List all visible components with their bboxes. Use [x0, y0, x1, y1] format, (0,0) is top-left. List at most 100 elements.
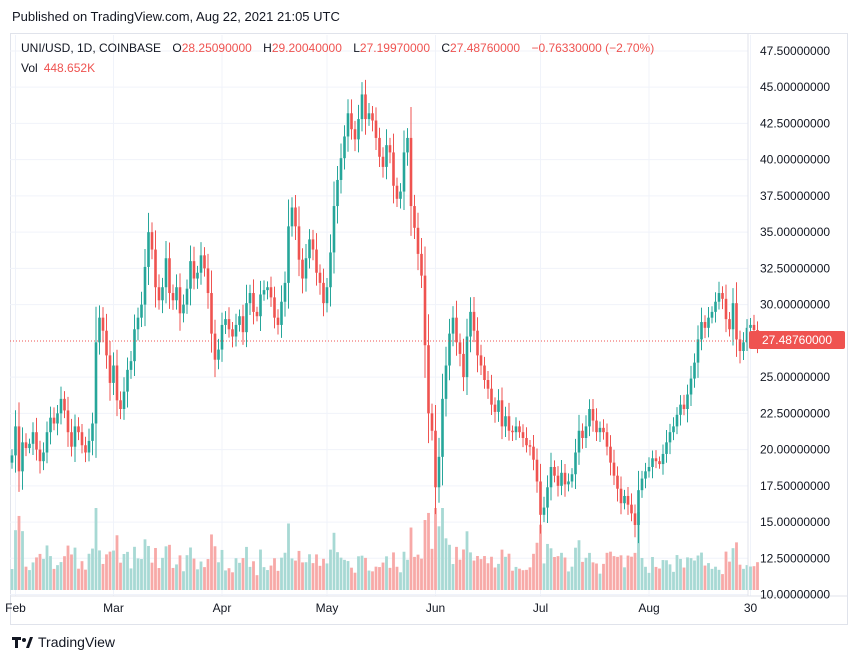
volume-bar	[227, 568, 231, 590]
candle-body	[17, 426, 21, 472]
time-tick-label: Jun	[426, 601, 445, 615]
volume-bar	[56, 565, 59, 590]
candle-body	[752, 324, 756, 330]
candle-body	[640, 478, 644, 491]
high-label: H	[263, 41, 272, 55]
price-tick-label: 35.00000000	[760, 225, 830, 239]
volume-bar	[686, 557, 689, 590]
volume-bar	[14, 530, 17, 590]
volume-bar	[626, 555, 630, 590]
symbol-label[interactable]: UNI/USD, 1D, COINBASE	[21, 41, 162, 55]
volume-bar	[315, 554, 318, 590]
volume-bar	[70, 554, 73, 590]
candle-body	[689, 378, 693, 395]
candle-body	[301, 259, 304, 279]
candle-body	[84, 445, 87, 453]
volume-bar	[129, 568, 133, 590]
candle-body	[437, 456, 441, 488]
candle-body	[518, 426, 521, 433]
volume-bar	[133, 546, 136, 590]
volume-bar	[735, 542, 738, 590]
candle-body	[283, 282, 287, 302]
volume-bar	[434, 508, 437, 590]
candle-body	[115, 365, 119, 401]
volume-bar	[588, 552, 591, 590]
volume-bar	[549, 548, 553, 590]
volume-bar	[430, 548, 434, 590]
candle-body	[164, 258, 168, 288]
volume-bar	[728, 561, 731, 590]
volume-bar	[24, 566, 28, 590]
volume-bar	[38, 553, 42, 590]
volume-bar	[448, 544, 451, 590]
price-tick-label: 25.00000000	[760, 370, 830, 384]
candle-body	[318, 272, 322, 283]
volume-bar	[192, 558, 196, 590]
candle-body	[175, 287, 178, 301]
candle-body	[483, 365, 486, 381]
volume-bar	[724, 551, 728, 590]
candle-body	[28, 443, 31, 449]
candle-body	[423, 275, 427, 346]
candle-body	[623, 495, 626, 504]
volume-bar	[266, 570, 269, 590]
volume-bar	[294, 560, 297, 590]
volume-bar	[486, 563, 490, 590]
volume-bar	[101, 563, 105, 590]
candle-body	[658, 461, 661, 465]
candle-body	[619, 488, 623, 504]
candle-body	[665, 442, 668, 454]
candle-body	[360, 94, 364, 120]
volume-bar	[143, 539, 147, 590]
candle-body	[185, 288, 189, 305]
candle-body	[742, 342, 745, 352]
candle-body	[595, 420, 598, 433]
volume-bar	[602, 563, 605, 590]
tradingview-brand: TradingView	[38, 634, 116, 650]
chart-frame[interactable]	[10, 33, 848, 625]
volume-bar	[136, 558, 140, 590]
volume-bar	[353, 572, 357, 590]
close-value: 27.48760000	[450, 41, 521, 55]
volume-bar	[717, 569, 721, 590]
price-tick-label: 22.50000000	[760, 406, 830, 420]
candle-body	[199, 255, 203, 273]
volume-bar	[479, 559, 483, 590]
volume-bar	[679, 558, 682, 590]
volume-bar	[203, 567, 206, 590]
candle-body	[329, 252, 332, 288]
volume-bar	[560, 552, 563, 590]
volume-bar	[318, 565, 322, 590]
candle-body	[311, 239, 315, 250]
candle-body	[66, 410, 70, 433]
candle-body	[427, 345, 430, 414]
candle-body	[661, 453, 665, 465]
volume-bar	[542, 563, 546, 590]
volume-bar	[388, 567, 392, 590]
tradingview-footer[interactable]: TradingView	[12, 634, 115, 650]
candle-body	[500, 400, 504, 427]
candle-body	[469, 311, 472, 337]
candle-body	[105, 330, 108, 356]
volume-bar	[357, 556, 360, 590]
candle-body	[570, 474, 574, 482]
candle-body	[35, 432, 38, 450]
candle-body	[122, 391, 126, 409]
candle-body	[255, 311, 259, 317]
volume-bar	[367, 570, 371, 590]
volume-bar	[343, 559, 346, 590]
volume-bar	[490, 556, 493, 590]
volume-bar	[336, 552, 339, 590]
candle-body	[59, 398, 63, 414]
volume-bar	[52, 568, 56, 590]
candle-body	[444, 365, 448, 399]
volume-bar	[350, 567, 353, 590]
candle-body	[451, 317, 455, 334]
candle-body	[542, 507, 546, 515]
volume-bar	[675, 555, 679, 590]
volume-bar	[385, 556, 388, 590]
candle-body	[182, 304, 185, 314]
candle-body	[220, 324, 224, 350]
low-value: 27.19970000	[359, 41, 430, 55]
